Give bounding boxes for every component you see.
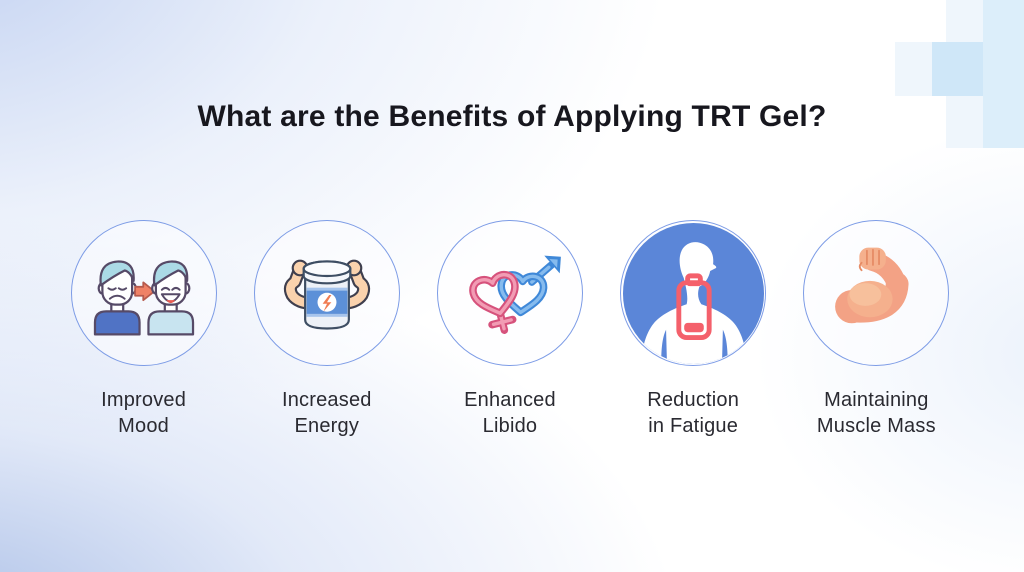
benefit-circle: [253, 220, 400, 366]
decor-mosaic-square: [983, 0, 1024, 148]
benefit-label: Increased Energy: [281, 389, 372, 437]
lightning-bolt-icon: [322, 294, 332, 312]
decor-mosaic-square: [946, 96, 983, 148]
page-title: What are the Benefits of Applying TRT Ge…: [197, 100, 827, 133]
benefit-maintaining-muscle-mass: Maintaining Muscle Mass: [785, 220, 968, 439]
decor-mosaic-square: [932, 42, 983, 96]
benefit-label: Improved Mood: [101, 389, 187, 437]
improved-mood-icon: [93, 259, 194, 335]
benefit-label: Enhanced Libido: [464, 389, 556, 437]
benefit-enhanced-libido: Enhanced Libido: [418, 220, 601, 439]
low-battery-icon: [676, 272, 712, 340]
benefit-label: Reduction in Fatigue: [647, 389, 740, 437]
benefit-circle: [803, 220, 950, 366]
benefits-row: Improved Mood: [52, 220, 968, 439]
benefit-improved-mood: Improved Mood: [52, 220, 235, 439]
decor-mosaic-square: [895, 42, 932, 96]
maintaining-muscle-mass-icon: [835, 247, 909, 324]
benefit-reduction-in-fatigue: Reduction in Fatigue: [602, 220, 785, 439]
benefit-circle: [70, 220, 217, 366]
body-silhouette: [640, 241, 748, 364]
female-heart-icon: [469, 270, 519, 334]
benefit-circle: [436, 220, 583, 366]
reduction-in-fatigue-icon: [622, 222, 764, 364]
increased-energy-icon: [283, 259, 370, 330]
benefit-label: Maintaining Muscle Mass: [816, 389, 936, 437]
decor-mosaic-square: [946, 0, 983, 42]
benefit-increased-energy: Increased Energy: [235, 220, 418, 439]
benefit-circle: [620, 220, 767, 366]
mood-arrow-icon: [133, 280, 155, 301]
enhanced-libido-icon: [469, 255, 561, 334]
